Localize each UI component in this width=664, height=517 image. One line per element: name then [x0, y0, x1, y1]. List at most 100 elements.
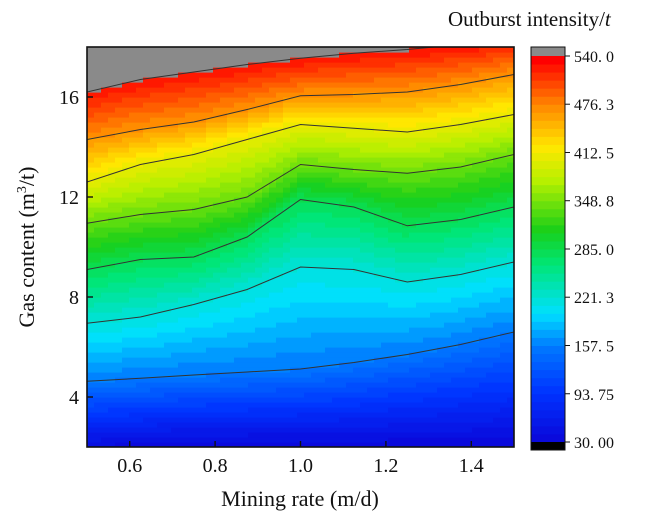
contour-cell — [185, 132, 193, 138]
contour-cell — [227, 62, 235, 68]
contour-cell — [227, 312, 235, 318]
contour-cell — [283, 387, 291, 393]
contour-cell — [290, 187, 298, 193]
contour-cell — [451, 192, 459, 198]
contour-cell — [227, 97, 235, 103]
contour-cell — [269, 342, 277, 348]
contour-cell — [395, 112, 403, 118]
contour-cell — [402, 377, 410, 383]
contour-cell — [416, 167, 424, 173]
contour-cell — [367, 182, 375, 188]
contour-cell — [143, 297, 151, 303]
contour-cell — [458, 207, 466, 213]
contour-cell — [213, 282, 221, 288]
contour-cell — [458, 412, 466, 418]
contour-cell — [94, 347, 102, 353]
contour-cell — [290, 252, 298, 258]
contour-cell — [388, 317, 396, 323]
contour-cell — [416, 427, 424, 433]
contour-cell — [94, 237, 102, 243]
contour-cell — [290, 107, 298, 113]
contour-cell — [199, 212, 207, 218]
contour-cell — [94, 282, 102, 288]
contour-cell — [353, 152, 361, 158]
contour-cell — [395, 242, 403, 248]
contour-cell — [416, 342, 424, 348]
contour-cell — [101, 82, 109, 88]
contour-cell — [409, 202, 417, 208]
contour-cell — [486, 302, 494, 308]
contour-cell — [367, 287, 375, 293]
contour-cell — [108, 292, 116, 298]
contour-cell — [94, 77, 102, 83]
contour-cell — [129, 377, 137, 383]
contour-cell — [171, 147, 179, 153]
contour-cell — [493, 107, 501, 113]
contour-cell — [101, 132, 109, 138]
contour-cell — [486, 312, 494, 318]
contour-cell — [213, 217, 221, 223]
contour-cell — [157, 397, 165, 403]
contour-cell — [423, 182, 431, 188]
colorbar-title-unit: t — [605, 7, 612, 31]
contour-cell — [199, 292, 207, 298]
contour-cell — [493, 282, 501, 288]
contour-cell — [437, 232, 445, 238]
contour-cell — [192, 237, 200, 243]
contour-cell — [234, 227, 242, 233]
contour-cell — [248, 307, 256, 313]
contour-cell — [493, 182, 501, 188]
contour-cell — [108, 247, 116, 253]
colorbar-band — [531, 184, 565, 194]
contour-cell — [227, 242, 235, 248]
contour-cell — [87, 227, 95, 233]
contour-cell — [241, 47, 249, 53]
colorbar-band — [531, 265, 565, 274]
contour-cell — [199, 307, 207, 313]
contour-cell — [374, 227, 382, 233]
contour-cell — [360, 422, 368, 428]
contour-cell — [157, 267, 165, 273]
contour-cell — [500, 202, 508, 208]
contour-cell — [283, 317, 291, 323]
contour-cell — [220, 417, 228, 423]
contour-cell — [388, 72, 396, 78]
contour-cell — [437, 252, 445, 258]
contour-cell — [353, 127, 361, 133]
contour-cell — [374, 142, 382, 148]
contour-cell — [283, 222, 291, 228]
contour-cell — [479, 57, 487, 63]
contour-cell — [332, 292, 340, 298]
contour-cell — [108, 67, 116, 73]
contour-cell — [227, 442, 235, 447]
contour-cell — [290, 392, 298, 398]
contour-cell — [220, 267, 228, 273]
contour-cell — [465, 347, 473, 353]
contour-cell — [374, 367, 382, 373]
contour-cell — [276, 82, 284, 88]
contour-cell — [507, 237, 514, 243]
contour-cell — [227, 432, 235, 438]
contour-cell — [318, 222, 326, 228]
contour-cell — [472, 332, 480, 338]
contour-cell — [444, 97, 452, 103]
contour-cell — [465, 427, 473, 433]
contour-cell — [472, 77, 480, 83]
contour-cell — [479, 87, 487, 93]
contour-cell — [290, 442, 298, 447]
contour-cell — [255, 82, 263, 88]
contour-cell — [507, 52, 514, 58]
contour-cell — [367, 217, 375, 223]
contour-cell — [325, 297, 333, 303]
contour-cell — [507, 132, 514, 138]
contour-cell — [388, 232, 396, 238]
contour-cell — [276, 217, 284, 223]
contour-cell — [444, 77, 452, 83]
contour-cell — [465, 312, 473, 318]
contour-cell — [150, 72, 158, 78]
contour-cell — [101, 212, 109, 218]
contour-cell — [206, 362, 214, 368]
contour-cell — [269, 352, 277, 358]
contour-cell — [297, 417, 305, 423]
contour-cell — [122, 402, 130, 408]
